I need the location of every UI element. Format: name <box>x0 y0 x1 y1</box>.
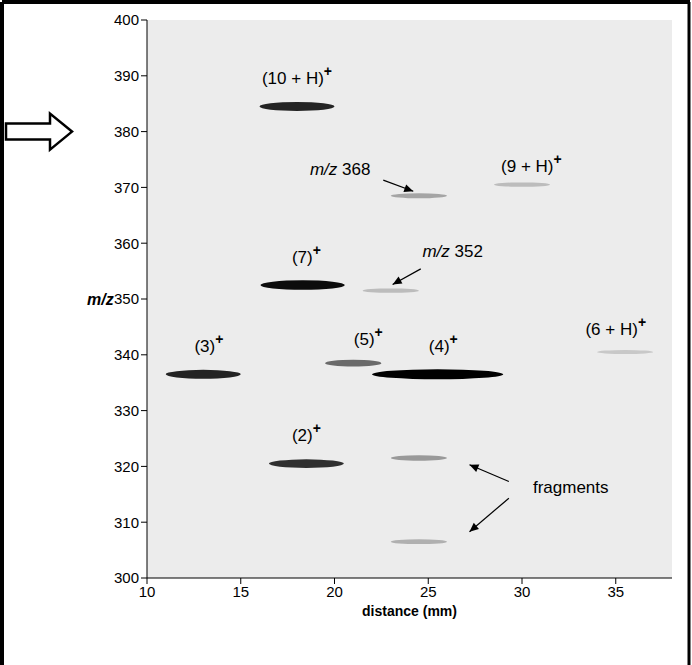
svg-text:m/z 352: m/z 352 <box>422 242 482 261</box>
svg-text:10: 10 <box>139 583 156 600</box>
svg-text:(5)+: (5)+ <box>354 324 383 349</box>
svg-text:30: 30 <box>514 583 531 600</box>
svg-text:350: 350 <box>114 290 139 307</box>
svg-text:fragments: fragments <box>533 478 609 497</box>
svg-text:380: 380 <box>114 123 139 140</box>
svg-text:35: 35 <box>607 583 624 600</box>
svg-text:340: 340 <box>114 346 139 363</box>
svg-text:(9 + H)+: (9 + H)+ <box>501 151 562 176</box>
svg-text:m/z: m/z <box>87 291 114 308</box>
svg-text:390: 390 <box>114 67 139 84</box>
svg-text:330: 330 <box>114 402 139 419</box>
svg-text:370: 370 <box>114 179 139 196</box>
svg-text:360: 360 <box>114 235 139 252</box>
svg-text:(6 + H)+: (6 + H)+ <box>585 314 646 339</box>
svg-text:(7)+: (7)+ <box>292 242 321 267</box>
svg-text:(2)+: (2)+ <box>292 420 321 445</box>
svg-text:(3)+: (3)+ <box>194 331 223 356</box>
svg-text:(10 + H)+: (10 + H)+ <box>262 63 332 88</box>
svg-text:300: 300 <box>114 569 139 586</box>
svg-text:310: 310 <box>114 514 139 531</box>
svg-text:320: 320 <box>114 458 139 475</box>
svg-text:20: 20 <box>326 583 343 600</box>
svg-text:distance (mm): distance (mm) <box>362 603 457 619</box>
svg-text:(4)+: (4)+ <box>429 331 458 356</box>
svg-text:400: 400 <box>114 11 139 28</box>
svg-text:m/z 368: m/z 368 <box>310 160 370 179</box>
svg-text:25: 25 <box>420 583 437 600</box>
svg-text:15: 15 <box>232 583 249 600</box>
